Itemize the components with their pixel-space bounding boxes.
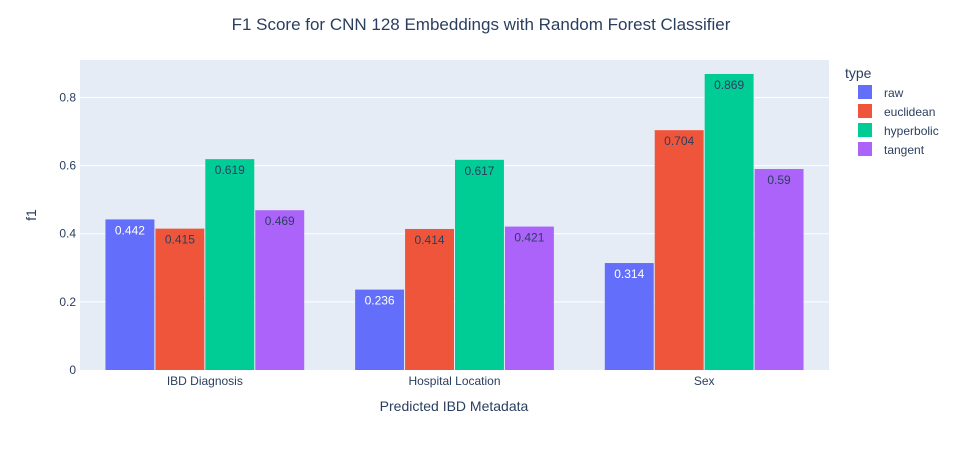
bar-value-label: 0.469: [265, 214, 295, 228]
legend: type raw euclidean hyperbolic tangent: [845, 65, 939, 157]
bar-euclidean: [155, 228, 205, 370]
bar-tangent: [504, 226, 554, 370]
bar-hyperbolic: [205, 159, 255, 370]
bar-value-label: 0.415: [165, 233, 195, 247]
bar-value-label: 0.617: [464, 164, 494, 178]
chart-title: F1 Score for CNN 128 Embeddings with Ran…: [232, 15, 731, 34]
x-tick-label: Sex: [694, 374, 715, 388]
bar-value-label: 0.869: [714, 78, 744, 92]
y-tick-label: 0.2: [59, 295, 76, 309]
bar-hyperbolic: [455, 159, 504, 370]
legend-swatch-hyperbolic: [858, 123, 872, 137]
bar-raw: [355, 289, 405, 370]
bar-tangent: [255, 210, 305, 370]
legend-label-tangent: tangent: [884, 143, 925, 157]
bar-value-label: 0.442: [115, 223, 145, 237]
bar-value-label: 0.236: [365, 294, 395, 308]
x-axis-ticks: IBD Diagnosis Hospital Location Sex: [167, 374, 715, 388]
legend-label-raw: raw: [884, 86, 904, 100]
x-tick-label: Hospital Location: [408, 374, 500, 388]
bar-value-label: 0.619: [215, 163, 245, 177]
legend-swatch-raw: [858, 85, 872, 99]
bar-raw: [105, 219, 155, 370]
y-axis-title: f1: [23, 209, 39, 221]
bar-value-label: 0.414: [415, 233, 445, 247]
gridlines: [80, 96, 829, 303]
legend-label-hyperbolic: hyperbolic: [884, 124, 939, 138]
bar-value-label: 0.59: [767, 173, 791, 187]
bar-raw: [604, 263, 654, 370]
bar-euclidean: [654, 130, 704, 370]
x-axis-title: Predicted IBD Metadata: [380, 398, 529, 414]
bars: [105, 73, 804, 370]
bar-value-labels: 0.442 0.415 0.619 0.469 0.236 0.414 0.617 0.421…: [115, 78, 791, 308]
bar-value-label: 0.421: [514, 231, 544, 245]
bar-hyperbolic: [704, 73, 754, 370]
legend-swatch-tangent: [858, 142, 872, 156]
legend-label-euclidean: euclidean: [884, 105, 935, 119]
y-tick-label: 0.6: [59, 159, 76, 173]
bar-value-label: 0.314: [614, 267, 644, 281]
x-tick-label: IBD Diagnosis: [167, 374, 243, 388]
bar-value-label: 0.704: [664, 134, 694, 148]
y-tick-label: 0.4: [59, 227, 76, 241]
y-tick-label: 0: [69, 363, 76, 377]
y-tick-label: 0.8: [59, 90, 76, 104]
bar-tangent: [754, 169, 804, 370]
legend-title: type: [845, 65, 872, 81]
y-axis-ticks: 0 0.2 0.4 0.6 0.8: [59, 90, 76, 377]
bar-euclidean: [405, 228, 454, 370]
plot-area: [80, 60, 829, 370]
legend-swatch-euclidean: [858, 104, 872, 118]
